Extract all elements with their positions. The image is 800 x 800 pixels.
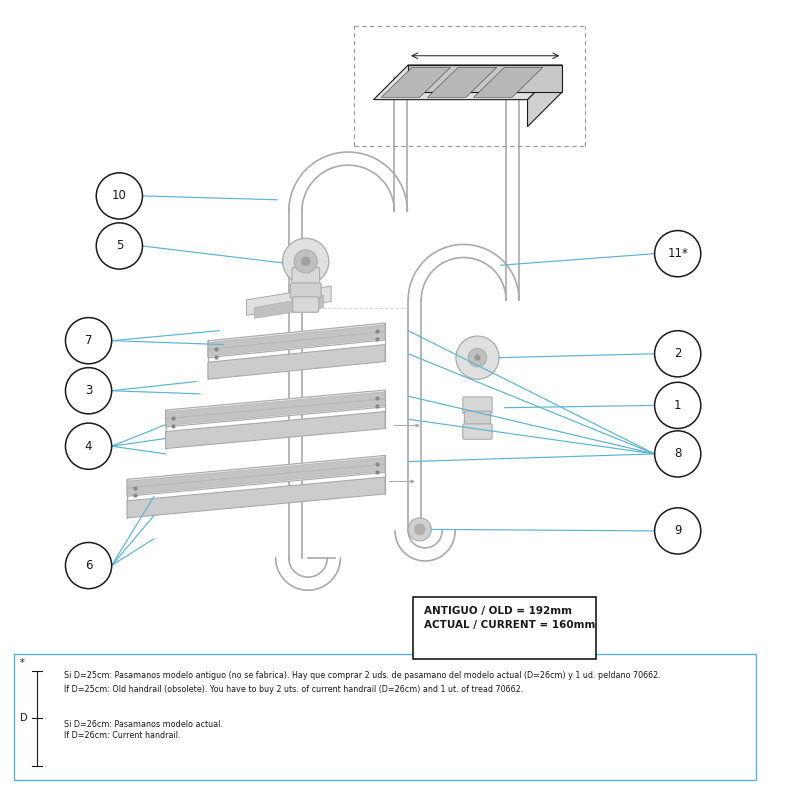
Text: Si D=26cm: Pasamanos modelo actual.: Si D=26cm: Pasamanos modelo actual.	[64, 720, 222, 729]
Polygon shape	[166, 390, 385, 427]
Polygon shape	[166, 399, 385, 426]
FancyBboxPatch shape	[290, 283, 321, 298]
Polygon shape	[208, 323, 385, 358]
Text: 4: 4	[85, 440, 92, 453]
Circle shape	[408, 518, 431, 541]
FancyBboxPatch shape	[464, 411, 490, 426]
Text: 6: 6	[85, 559, 92, 572]
Circle shape	[282, 238, 329, 285]
Polygon shape	[166, 411, 385, 449]
Polygon shape	[166, 392, 385, 418]
FancyBboxPatch shape	[14, 654, 756, 780]
FancyBboxPatch shape	[413, 597, 596, 658]
Text: 1: 1	[674, 399, 682, 412]
Polygon shape	[208, 325, 385, 349]
Text: *: *	[20, 658, 25, 668]
FancyBboxPatch shape	[293, 297, 319, 312]
Polygon shape	[127, 458, 385, 488]
FancyBboxPatch shape	[463, 424, 492, 439]
Text: D: D	[20, 714, 28, 723]
Text: 3: 3	[85, 384, 92, 398]
Polygon shape	[408, 65, 562, 92]
Polygon shape	[427, 67, 497, 98]
Polygon shape	[527, 65, 562, 126]
Text: If D=25cm: Old handrail (obsolete). You have to buy 2 uts. of current handrail (: If D=25cm: Old handrail (obsolete). You …	[64, 685, 523, 694]
Circle shape	[294, 250, 318, 273]
Text: 5: 5	[116, 239, 123, 253]
Text: 2: 2	[674, 347, 682, 360]
Polygon shape	[208, 345, 385, 379]
Text: 11*: 11*	[667, 247, 688, 260]
Circle shape	[456, 336, 499, 379]
Polygon shape	[208, 332, 385, 356]
Text: 10: 10	[112, 190, 127, 202]
Polygon shape	[374, 65, 562, 100]
Polygon shape	[127, 464, 385, 494]
Polygon shape	[127, 477, 385, 518]
Polygon shape	[382, 67, 450, 98]
Text: 7: 7	[85, 334, 92, 347]
Polygon shape	[474, 67, 543, 98]
Circle shape	[414, 524, 425, 534]
Circle shape	[474, 354, 481, 361]
Text: 8: 8	[674, 447, 682, 461]
Text: If D=26cm: Current handrail.: If D=26cm: Current handrail.	[64, 731, 181, 740]
Polygon shape	[127, 455, 385, 496]
Circle shape	[468, 349, 486, 367]
Text: Si D=25cm: Pasamanos modelo antiguo (no se fabrica). Hay que comprar 2 uds. de p: Si D=25cm: Pasamanos modelo antiguo (no …	[64, 671, 661, 680]
FancyBboxPatch shape	[292, 267, 320, 285]
FancyBboxPatch shape	[463, 397, 492, 414]
Text: ANTIGUO / OLD = 192mm
ACTUAL / CURRENT = 160mm: ANTIGUO / OLD = 192mm ACTUAL / CURRENT =…	[423, 606, 595, 630]
Polygon shape	[254, 295, 323, 318]
Polygon shape	[246, 286, 331, 315]
Text: 9: 9	[674, 525, 682, 538]
Circle shape	[301, 257, 310, 266]
